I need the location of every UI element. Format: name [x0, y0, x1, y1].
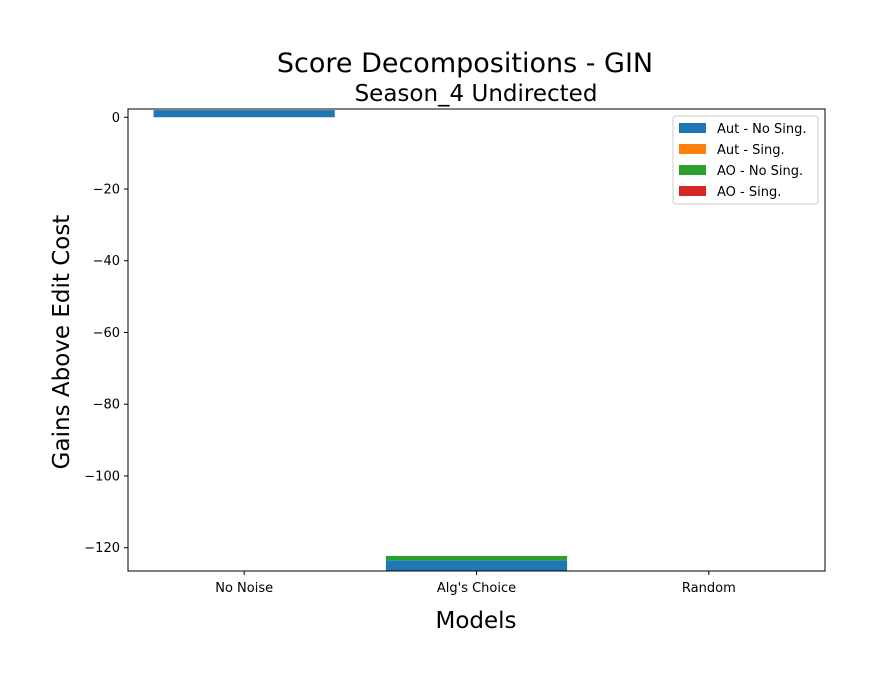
- bar-segment: [385, 560, 568, 571]
- x-tick-label: No Noise: [215, 581, 273, 596]
- y-tick-label: −120: [84, 541, 120, 556]
- legend-label: Aut - No Sing.: [717, 122, 806, 137]
- y-tick-label: −80: [93, 398, 120, 413]
- legend-label: Aut - Sing.: [717, 143, 785, 158]
- y-axis-ticks: 0 −20 −40 −60 −80 −100 −120: [84, 111, 128, 556]
- bar-segment: [153, 110, 335, 118]
- y-tick-label: 0: [112, 111, 120, 126]
- x-tick-label: Alg's Choice: [437, 581, 516, 596]
- x-axis-label: Models: [435, 608, 516, 634]
- y-tick-label: −100: [84, 469, 120, 484]
- y-tick-label: −60: [93, 326, 120, 341]
- legend-swatch: [679, 144, 706, 154]
- legend-label: AO - Sing.: [717, 185, 781, 200]
- legend-swatch: [679, 165, 706, 175]
- x-tick-label: Random: [682, 581, 736, 596]
- bar-segment: [385, 555, 568, 561]
- legend-swatch: [679, 186, 706, 196]
- y-axis-label: Gains Above Edit Cost: [49, 215, 75, 470]
- y-tick-label: −20: [93, 182, 120, 197]
- plot-frame: [127, 108, 826, 572]
- legend-label: AO - No Sing.: [717, 164, 803, 179]
- bars-layer: [153, 110, 568, 571]
- y-tick-label: −40: [93, 254, 120, 269]
- chart-subtitle: Season_4 Undirected: [355, 81, 598, 107]
- legend-box: [672, 115, 819, 205]
- chart-title: Score Decompositions - GIN: [277, 48, 653, 79]
- legend-swatch: [679, 123, 706, 133]
- x-axis-ticks: No Noise Alg's Choice Random: [215, 571, 736, 596]
- legend: Aut - No Sing. Aut - Sing. AO - No Sing. AO…: [672, 115, 819, 205]
